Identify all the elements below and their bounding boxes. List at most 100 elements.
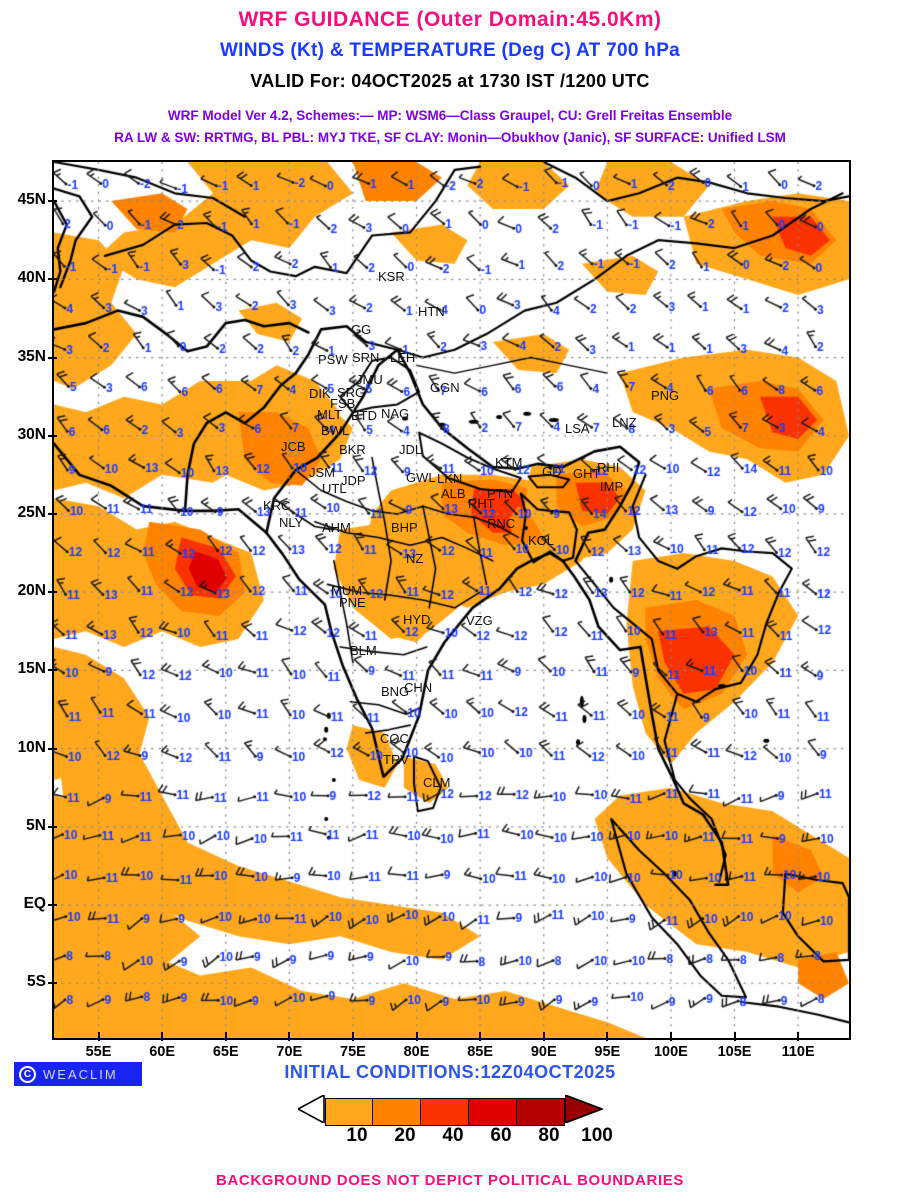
x-axis-tick-label: 60E bbox=[149, 1044, 176, 1060]
city-label: JMU bbox=[356, 372, 383, 387]
legend-tick-labels: 10 20 40 60 80 100 bbox=[0, 1125, 900, 1147]
city-label: DIK bbox=[309, 386, 331, 401]
x-axis-tick bbox=[351, 1032, 354, 1041]
color-legend: 10 20 40 60 80 100 bbox=[0, 1093, 900, 1165]
city-label: PNG bbox=[651, 388, 680, 403]
y-axis-tick bbox=[48, 356, 57, 359]
x-axis-tick-label: 95E bbox=[594, 1044, 621, 1060]
city-label: GD bbox=[542, 464, 562, 479]
x-axis-tick bbox=[733, 1032, 736, 1041]
legend-tick-label: 40 bbox=[442, 1125, 464, 1146]
legend-tick-label: 80 bbox=[538, 1125, 560, 1146]
model-config-line-2: RA LW & SW: RRTMG, BL PBL: MYJ TKE, SF C… bbox=[114, 130, 786, 145]
city-label: ALB bbox=[441, 486, 466, 501]
x-axis-tick-label: 70E bbox=[276, 1044, 303, 1060]
x-axis-tick bbox=[797, 1032, 800, 1041]
y-axis-tick-label: 15N bbox=[17, 660, 46, 678]
legend-arrow-left-wrap bbox=[295, 1093, 325, 1128]
y-axis-tick-label: EQ bbox=[23, 895, 46, 913]
legend-color-cell bbox=[372, 1097, 421, 1126]
weaclim-label: WEACLIM bbox=[43, 1066, 118, 1082]
city-label: TRV bbox=[383, 752, 409, 767]
city-label: BLM bbox=[350, 643, 377, 658]
x-axis-tick bbox=[97, 1032, 100, 1041]
y-axis-tick bbox=[48, 512, 57, 515]
city-label: UTL bbox=[322, 481, 347, 496]
city-label: LNZ bbox=[612, 415, 637, 430]
x-axis-tick bbox=[606, 1032, 609, 1041]
city-label: GWL bbox=[406, 470, 436, 485]
x-axis-tick bbox=[288, 1032, 291, 1041]
y-axis-tick bbox=[48, 982, 57, 985]
legend-color-bar bbox=[0, 1093, 900, 1128]
city-label: CHN bbox=[404, 680, 433, 695]
city-label: LSA bbox=[565, 421, 590, 436]
initial-conditions-text: INITIAL CONDITIONS:12Z04OCT2025 bbox=[284, 1062, 616, 1082]
city-label: LKN bbox=[437, 471, 463, 486]
x-axis-tick-label: 55E bbox=[85, 1044, 112, 1060]
legend-arrow-right bbox=[563, 1093, 604, 1128]
map-raster bbox=[54, 162, 849, 1038]
y-axis-tick bbox=[48, 434, 57, 437]
city-label: KTM bbox=[495, 455, 523, 470]
city-label: MLT bbox=[317, 407, 343, 422]
city-label: BWL bbox=[321, 423, 350, 438]
page-title: WRF GUIDANCE (Outer Domain:45.0Km) bbox=[238, 8, 662, 31]
city-label: NAG bbox=[381, 406, 410, 421]
y-axis-tick bbox=[48, 904, 57, 907]
city-label: CLM bbox=[423, 775, 451, 790]
city-label: JCB bbox=[281, 439, 306, 454]
x-axis-tick-label: 110E bbox=[781, 1044, 815, 1060]
x-axis-tick bbox=[669, 1032, 672, 1041]
y-axis-tick-label: 40N bbox=[17, 269, 46, 287]
city-label: KOL bbox=[528, 533, 555, 548]
city-label: COC bbox=[380, 731, 409, 746]
y-axis-tick-label: 30N bbox=[17, 425, 46, 443]
y-axis-tick bbox=[48, 591, 57, 594]
y-axis-tick-label: 5S bbox=[27, 973, 46, 991]
city-label: LEH bbox=[390, 350, 416, 365]
city-label: RHT bbox=[468, 496, 495, 511]
city-label: GHT bbox=[573, 466, 601, 481]
city-label: VZG bbox=[466, 613, 493, 628]
city-label: FSB bbox=[330, 396, 356, 411]
city-label: PNE bbox=[339, 595, 366, 610]
y-axis-tick-label: 25N bbox=[17, 503, 46, 521]
city-label: AHM bbox=[322, 520, 351, 535]
y-axis-tick-label: 35N bbox=[17, 347, 46, 365]
x-axis-tick-label: 100E bbox=[653, 1044, 688, 1060]
city-label: NLY bbox=[279, 515, 304, 530]
city-label: GG bbox=[351, 322, 372, 337]
city-label: HYD bbox=[403, 612, 431, 627]
legend-color-cell bbox=[324, 1097, 373, 1126]
copyright-circle-icon: C bbox=[19, 1065, 36, 1083]
city-label: JDL bbox=[399, 442, 423, 457]
y-axis-tick-label: 5N bbox=[26, 816, 46, 834]
y-axis-tick bbox=[48, 278, 57, 281]
legend-tick-label: 100 bbox=[581, 1125, 613, 1146]
y-axis-tick-label: 10N bbox=[17, 738, 46, 756]
city-label: JSM bbox=[309, 465, 335, 480]
weather-map[interactable]: KSR HTN GG PSW SRN LEH JMU GGN DIK SRG FSB MLT BTD NA… bbox=[52, 160, 851, 1040]
legend-tick-label: 10 bbox=[346, 1125, 368, 1146]
x-axis-tick-label: 65E bbox=[212, 1044, 239, 1060]
x-axis-tick bbox=[479, 1032, 482, 1041]
chart-header: WRF GUIDANCE (Outer Domain:45.0Km) WINDS… bbox=[0, 0, 900, 150]
city-label: JDP bbox=[341, 473, 366, 488]
y-axis-tick bbox=[48, 200, 57, 203]
model-config-line-1: WRF Model Ver 4.2, Schemes:— MP: WSM6—Cl… bbox=[167, 108, 733, 123]
x-axis-tick-label: 80E bbox=[403, 1044, 430, 1060]
legend-tick-label: 60 bbox=[490, 1125, 512, 1146]
y-axis-tick bbox=[48, 747, 57, 750]
x-axis-tick-label: 75E bbox=[340, 1044, 366, 1060]
city-label: RHI bbox=[597, 460, 620, 475]
weaclim-badge[interactable]: C WEACLIM bbox=[14, 1062, 142, 1086]
city-label: GGN bbox=[430, 380, 460, 395]
city-label: PTN bbox=[487, 486, 513, 501]
valid-time-text: VALID For: 04OCT2025 at 1730 IST /1200 U… bbox=[250, 71, 650, 91]
x-axis-tick bbox=[415, 1032, 418, 1041]
city-label: BKR bbox=[339, 442, 366, 457]
x-axis-tick bbox=[542, 1032, 545, 1041]
city-label: MUM bbox=[331, 583, 363, 598]
x-axis-tick bbox=[161, 1032, 164, 1041]
